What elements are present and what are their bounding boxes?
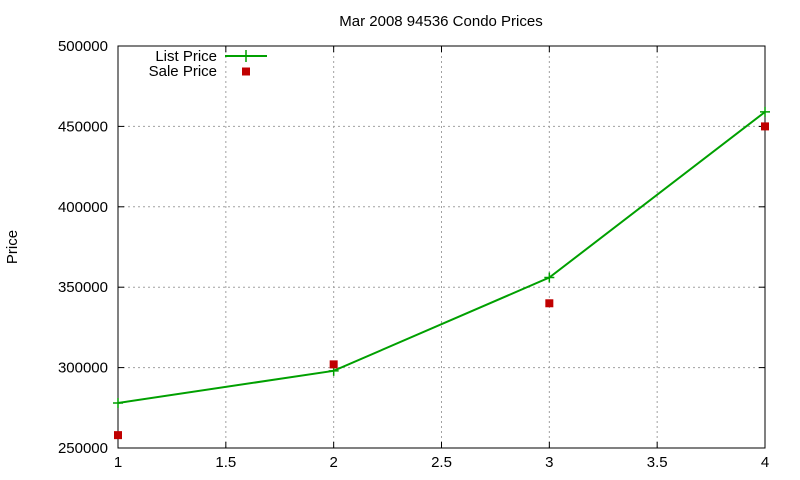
chart-title: Mar 2008 94536 Condo Prices	[339, 13, 542, 30]
x-tick-label: 3	[545, 454, 553, 471]
y-tick-label: 300000	[58, 360, 108, 377]
x-tick-label: 1	[114, 454, 122, 471]
x-tick-label: 1.5	[215, 454, 236, 471]
legend-label-sale-price: Sale Price	[149, 63, 217, 80]
data-point-sale-price	[329, 360, 338, 369]
legend-marker-sale-price	[242, 67, 250, 76]
series-line-list-price	[117, 111, 766, 404]
x-tick-label: 2	[329, 454, 337, 471]
legend: List Price Sale Price	[149, 48, 267, 80]
y-tick-label: 250000	[58, 440, 108, 457]
y-tick-label: 500000	[58, 38, 108, 55]
y-tick-label: 400000	[58, 199, 108, 216]
y-axis-label: Price	[4, 230, 21, 264]
ticks: 1 1.5 2 2.5 3 3.5 4 250000 300000 350000 400000 450…	[58, 38, 769, 471]
x-tick-label: 4	[761, 454, 769, 471]
data-point-list-price	[760, 106, 770, 117]
legend-marker-list-price	[240, 50, 252, 62]
data-point-sale-price	[114, 431, 122, 440]
x-tick-label: 2.5	[431, 454, 452, 471]
legend-label-list-price: List Price	[155, 48, 217, 65]
data-point-list-price	[544, 272, 555, 283]
data-point-list-price	[113, 397, 123, 408]
y-tick-label: 350000	[58, 279, 108, 296]
data-point-sale-price	[545, 299, 554, 308]
y-tick-label: 450000	[58, 118, 108, 135]
x-tick-label: 3.5	[647, 454, 668, 471]
data-point-sale-price	[761, 122, 769, 131]
series-layer	[113, 106, 770, 440]
grid	[118, 46, 765, 448]
